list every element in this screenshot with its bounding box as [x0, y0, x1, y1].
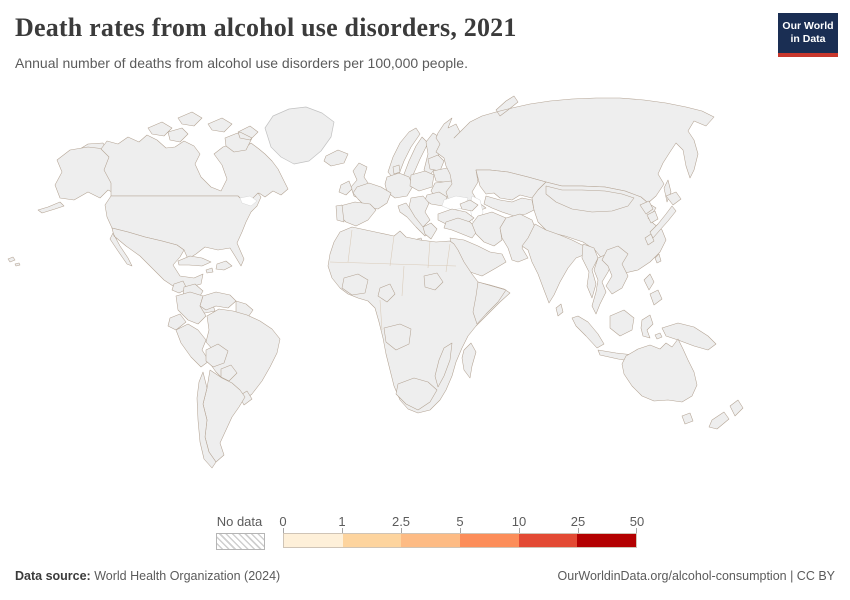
country-denmark[interactable] [392, 164, 401, 175]
country-somalia[interactable] [472, 281, 507, 325]
data-source: Data source: World Health Organization (… [15, 569, 280, 583]
page-title: Death rates from alcohol use disorders, … [15, 13, 517, 42]
page-subtitle: Annual number of deaths from alcohol use… [15, 55, 468, 71]
country-indochina[interactable] [601, 245, 629, 295]
legend-no-data-swatch[interactable] [216, 533, 265, 550]
legend-tickmark [283, 528, 284, 533]
country-guatemala[interactable] [171, 280, 188, 294]
country-afghanistan-pakistan[interactable] [499, 213, 537, 263]
country-south-korea[interactable] [646, 210, 659, 224]
legend-tick-2: 2.5 [391, 514, 411, 529]
legend-tickmark [460, 528, 461, 533]
legend-swatch-0-1[interactable] [284, 534, 343, 547]
owid-logo-text: Our World in Data [782, 19, 834, 45]
country-iceland[interactable] [323, 149, 349, 167]
legend-tickmark [342, 528, 343, 533]
country-canada-arctic-islands[interactable] [147, 111, 259, 153]
country-germany-central-europe[interactable] [384, 172, 414, 199]
data-source-label: Data source: [15, 569, 91, 583]
legend-tickmark [519, 528, 520, 533]
country-colombia[interactable] [175, 291, 207, 325]
country-iran[interactable] [471, 211, 507, 247]
country-jamaica[interactable] [205, 267, 214, 274]
country-sri-lanka[interactable] [555, 303, 564, 317]
legend-tick-4: 10 [511, 514, 527, 529]
legend-swatch-10-25[interactable] [518, 534, 578, 547]
country-hispaniola[interactable] [215, 260, 233, 271]
country-africa-mainland[interactable] [327, 226, 511, 414]
legend-no-data-label: No data [216, 514, 263, 529]
country-mexico[interactable] [109, 227, 204, 289]
legend-tick-5: 25 [570, 514, 586, 529]
country-peru[interactable] [175, 323, 210, 368]
country-canada[interactable] [100, 134, 289, 203]
legend-tick-6: 50 [629, 514, 645, 529]
legend-tickmark [401, 528, 402, 533]
country-poland[interactable] [409, 170, 435, 192]
country-france[interactable] [352, 182, 392, 210]
country-paraguay[interactable] [220, 364, 238, 382]
country-usa[interactable] [104, 192, 262, 267]
africa-internal-borders [329, 229, 457, 331]
legend-swatch-5-10[interactable] [460, 534, 519, 547]
legend-swatch-2.5-5[interactable] [401, 534, 461, 547]
country-ecuador[interactable] [167, 313, 187, 331]
country-caucasus[interactable] [459, 199, 479, 212]
country-india[interactable] [521, 223, 591, 304]
country-baltic-states[interactable] [427, 154, 445, 172]
legend-tickmark [636, 528, 637, 533]
country-philippines[interactable] [643, 273, 663, 306]
country-balkans[interactable] [408, 195, 431, 228]
country-bolivia[interactable] [205, 343, 229, 368]
country-mongolia[interactable] [545, 185, 635, 213]
country-mozambique[interactable] [434, 342, 453, 388]
country-cuba[interactable] [177, 255, 212, 267]
country-angola[interactable] [383, 323, 412, 351]
country-south-africa[interactable] [395, 377, 438, 411]
country-myanmar[interactable] [581, 243, 599, 299]
country-greenland-no-data[interactable] [264, 106, 335, 165]
legend-color-bar [283, 533, 637, 548]
legend-tick-1: 1 [338, 514, 346, 529]
owid-logo[interactable]: Our World in Data [778, 13, 838, 57]
legend-tick-3: 5 [456, 514, 464, 529]
country-madagascar[interactable] [461, 342, 477, 379]
data-source-value: World Health Organization (2024) [90, 569, 281, 583]
legend-swatch-25-50[interactable] [577, 534, 637, 547]
country-japan[interactable] [644, 191, 682, 246]
country-greece[interactable] [422, 222, 438, 240]
legend-tickmark [578, 528, 579, 533]
country-south-sudan[interactable] [423, 272, 444, 291]
country-ireland[interactable] [338, 180, 353, 196]
country-portugal[interactable] [335, 204, 345, 223]
country-russia[interactable] [435, 95, 715, 213]
legend-tick-0: 0 [279, 514, 287, 529]
country-cameroon[interactable] [377, 283, 396, 303]
legend-swatch-1-2.5[interactable] [342, 534, 402, 547]
country-hawaii[interactable] [7, 256, 21, 267]
country-kazakhstan[interactable] [475, 169, 547, 201]
country-new-guinea[interactable] [661, 322, 717, 351]
country-levant-iraq[interactable] [443, 217, 479, 239]
country-chile[interactable] [196, 371, 217, 469]
country-central-asia[interactable] [483, 195, 535, 217]
country-australia[interactable] [621, 338, 698, 425]
country-venezuela[interactable] [199, 291, 237, 311]
country-taiwan[interactable] [654, 253, 662, 264]
attribution[interactable]: OurWorldinData.org/alcohol-consumption |… [557, 569, 835, 583]
country-north-korea[interactable] [639, 200, 654, 215]
country-spain[interactable] [337, 201, 377, 227]
country-new-zealand[interactable] [708, 399, 744, 430]
country-west-africa[interactable] [341, 273, 369, 296]
great-lakes [239, 195, 258, 207]
